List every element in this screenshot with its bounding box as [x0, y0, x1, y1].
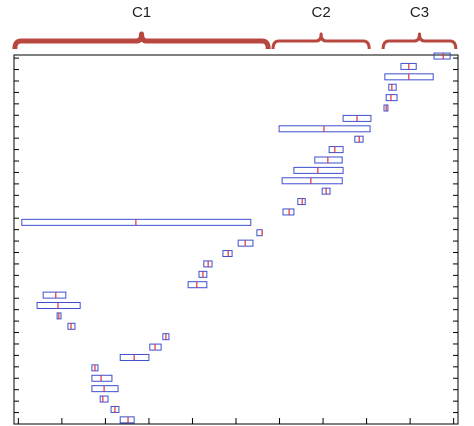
interval-box	[293, 166, 344, 174]
group-bracket	[271, 32, 371, 50]
interval-box	[91, 385, 119, 393]
interval-box	[36, 302, 81, 310]
group-label: C2	[312, 4, 331, 21]
interval-box	[433, 52, 451, 60]
interval-box	[385, 94, 398, 102]
interval-box	[187, 281, 208, 289]
interval-box	[278, 125, 371, 133]
interval-box	[91, 374, 113, 382]
group-label: C1	[132, 4, 151, 21]
interval-box	[119, 416, 135, 424]
interval-box	[282, 208, 295, 216]
group-bracket	[12, 31, 271, 50]
interval-box	[42, 291, 67, 299]
interval-box	[328, 146, 344, 154]
group-label: C3	[410, 4, 429, 21]
interval-box	[297, 198, 306, 206]
plot-frame	[13, 54, 459, 425]
group-bracket	[381, 32, 458, 50]
interval-box	[99, 395, 109, 403]
interval-box	[256, 229, 263, 237]
interval-box	[314, 156, 343, 164]
interval-box	[281, 177, 343, 185]
interval-box	[388, 83, 397, 91]
interval-box	[222, 250, 233, 258]
